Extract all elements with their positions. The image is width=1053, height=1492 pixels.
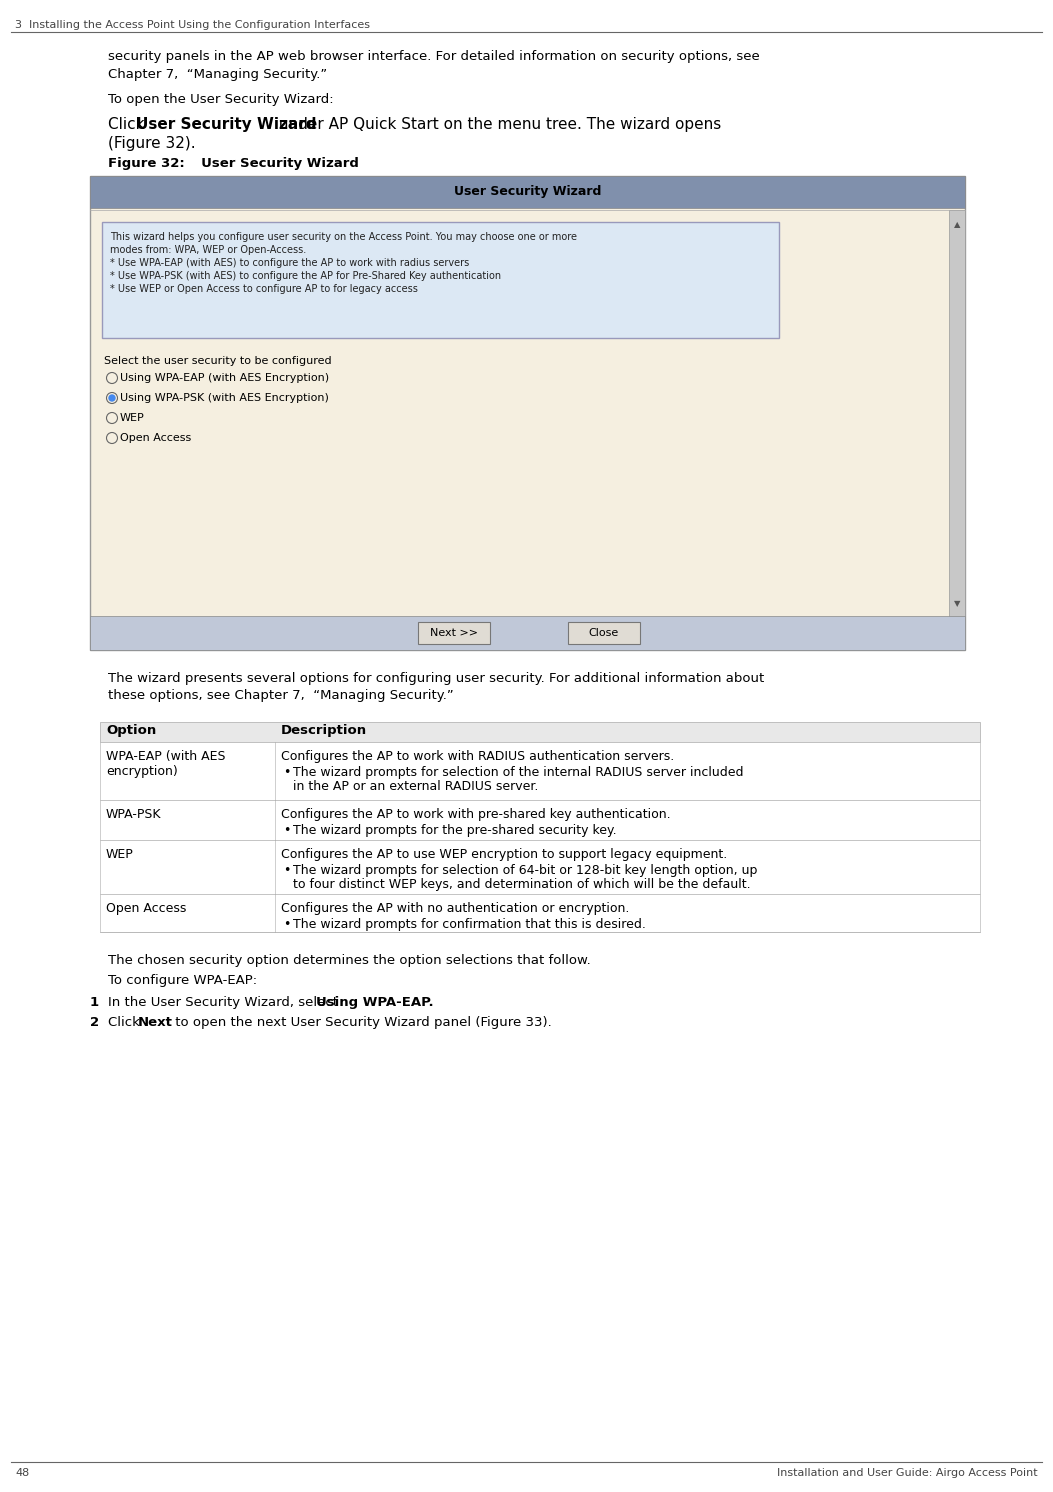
Text: in the AP or an external RADIUS server.: in the AP or an external RADIUS server. — [293, 780, 538, 794]
Text: Open Access: Open Access — [106, 903, 186, 915]
Text: To configure WPA-EAP:: To configure WPA-EAP: — [108, 974, 257, 988]
Text: In the User Security Wizard, select: In the User Security Wizard, select — [108, 997, 342, 1009]
Bar — [100, 840, 980, 894]
Text: Using WPA-EAP.: Using WPA-EAP. — [316, 997, 434, 1009]
Text: The wizard presents several options for configuring user security. For additiona: The wizard presents several options for … — [108, 671, 764, 685]
Text: Click: Click — [108, 116, 150, 131]
Text: •: • — [283, 824, 291, 837]
Text: The wizard prompts for selection of the internal RADIUS server included: The wizard prompts for selection of the … — [293, 765, 743, 779]
Text: modes from: WPA, WEP or Open-Access.: modes from: WPA, WEP or Open-Access. — [110, 245, 306, 255]
Text: (Figure 32).: (Figure 32). — [108, 136, 196, 151]
Text: Installation and User Guide: Airgo Access Point: Installation and User Guide: Airgo Acces… — [777, 1468, 1038, 1479]
Bar — [100, 800, 980, 840]
Text: Figure 32:: Figure 32: — [108, 157, 184, 170]
Text: Select the user security to be configured: Select the user security to be configure… — [104, 357, 332, 366]
Circle shape — [110, 395, 115, 401]
Text: 48: 48 — [15, 1468, 29, 1479]
Text: The wizard prompts for confirmation that this is desired.: The wizard prompts for confirmation that… — [293, 918, 645, 931]
Text: WEP: WEP — [106, 847, 134, 861]
Text: WPA-EAP (with AES: WPA-EAP (with AES — [106, 750, 225, 762]
Bar — [90, 176, 965, 207]
Text: •: • — [283, 864, 291, 877]
Text: 3  Installing the Access Point Using the Configuration Interfaces: 3 Installing the Access Point Using the … — [15, 19, 370, 30]
Text: * Use WPA-EAP (with AES) to configure the AP to work with radius servers: * Use WPA-EAP (with AES) to configure th… — [110, 258, 470, 269]
Text: Close: Close — [589, 628, 618, 639]
Text: To open the User Security Wizard:: To open the User Security Wizard: — [108, 93, 334, 106]
Text: under AP Quick Start on the menu tree. The wizard opens: under AP Quick Start on the menu tree. T… — [274, 116, 721, 131]
Text: security panels in the AP web browser interface. For detailed information on sec: security panels in the AP web browser in… — [108, 51, 760, 63]
Text: Option: Option — [106, 724, 156, 737]
Text: to open the next User Security Wizard panel (Figure 33).: to open the next User Security Wizard pa… — [171, 1016, 552, 1029]
Bar — [100, 722, 980, 742]
Text: •: • — [283, 765, 291, 779]
Text: Configures the AP with no authentication or encryption.: Configures the AP with no authentication… — [281, 903, 630, 915]
Text: Using WPA-EAP (with AES Encryption): Using WPA-EAP (with AES Encryption) — [120, 373, 330, 383]
Bar — [417, 622, 490, 645]
Bar — [90, 616, 965, 651]
Text: Configures the AP to work with RADIUS authentication servers.: Configures the AP to work with RADIUS au… — [281, 750, 674, 762]
Text: The wizard prompts for selection of 64-bit or 128-bit key length option, up: The wizard prompts for selection of 64-b… — [293, 864, 757, 877]
Text: ▼: ▼ — [954, 598, 960, 609]
Text: WEP: WEP — [120, 413, 144, 424]
Bar — [90, 176, 965, 651]
Text: Chapter 7,  “Managing Security.”: Chapter 7, “Managing Security.” — [108, 69, 327, 81]
Text: Configures the AP to use WEP encryption to support legacy equipment.: Configures the AP to use WEP encryption … — [281, 847, 728, 861]
Text: * Use WPA-PSK (with AES) to configure the AP for Pre-Shared Key authentication: * Use WPA-PSK (with AES) to configure th… — [110, 272, 501, 280]
Text: User Security Wizard: User Security Wizard — [136, 116, 317, 131]
Text: these options, see Chapter 7,  “Managing Security.”: these options, see Chapter 7, “Managing … — [108, 689, 454, 703]
Text: WPA-PSK: WPA-PSK — [106, 809, 161, 821]
Text: The wizard prompts for the pre-shared security key.: The wizard prompts for the pre-shared se… — [293, 824, 617, 837]
Text: Using WPA-PSK (with AES Encryption): Using WPA-PSK (with AES Encryption) — [120, 392, 329, 403]
Text: Configures the AP to work with pre-shared key authentication.: Configures the AP to work with pre-share… — [281, 809, 671, 821]
Bar — [100, 742, 980, 800]
Text: User Security Wizard: User Security Wizard — [178, 157, 359, 170]
Text: encryption): encryption) — [106, 765, 178, 777]
Text: Next: Next — [138, 1016, 173, 1029]
Bar — [100, 894, 980, 932]
Text: ▲: ▲ — [954, 219, 960, 228]
Text: 1: 1 — [90, 997, 99, 1009]
Bar — [102, 222, 779, 339]
Text: Next >>: Next >> — [430, 628, 477, 639]
Text: to four distinct WEP keys, and determination of which will be the default.: to four distinct WEP keys, and determina… — [293, 877, 751, 891]
Text: The chosen security option determines the option selections that follow.: The chosen security option determines th… — [108, 953, 591, 967]
Text: User Security Wizard: User Security Wizard — [454, 185, 601, 198]
Text: Click: Click — [108, 1016, 144, 1029]
Bar — [568, 622, 639, 645]
Text: 2: 2 — [90, 1016, 99, 1029]
Text: Open Access: Open Access — [120, 433, 192, 443]
Text: •: • — [283, 918, 291, 931]
Text: * Use WEP or Open Access to configure AP to for legacy access: * Use WEP or Open Access to configure AP… — [110, 283, 418, 294]
Text: This wizard helps you configure user security on the Access Point. You may choos: This wizard helps you configure user sec… — [110, 231, 577, 242]
Text: Description: Description — [281, 724, 367, 737]
Bar — [949, 210, 965, 618]
